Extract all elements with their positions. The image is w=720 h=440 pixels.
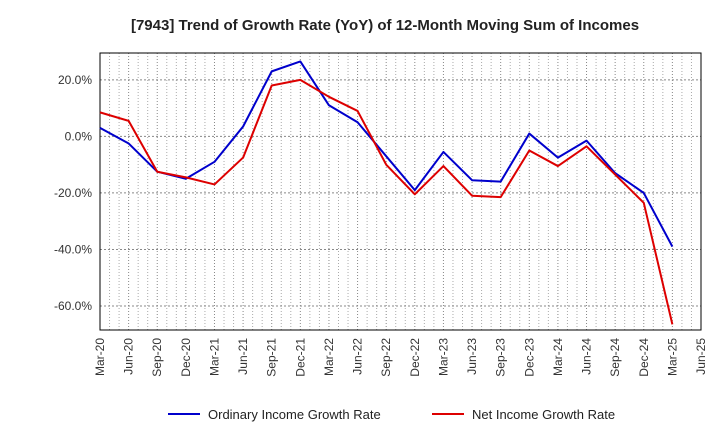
legend-label: Net Income Growth Rate bbox=[472, 407, 615, 422]
x-tick-label: Mar-24 bbox=[551, 338, 565, 376]
x-tick-label: Jun-20 bbox=[122, 338, 136, 375]
legend: Ordinary Income Growth Rate Net Income Gr… bbox=[168, 407, 615, 422]
x-tick-label: Dec-23 bbox=[522, 338, 536, 377]
x-tick-label: Jun-25 bbox=[694, 338, 708, 375]
x-tick-label: Jun-23 bbox=[465, 338, 479, 375]
x-tick-label: Sep-20 bbox=[150, 338, 164, 377]
y-tick-label: -60.0% bbox=[54, 299, 92, 313]
x-tick-label: Mar-25 bbox=[665, 338, 679, 376]
x-tick-label: Dec-22 bbox=[408, 338, 422, 377]
series-line-2 bbox=[99, 78, 674, 325]
legend-label: Ordinary Income Growth Rate bbox=[208, 407, 381, 422]
y-tick-label: 20.0% bbox=[58, 73, 92, 87]
series-line-1 bbox=[99, 60, 674, 248]
x-tick-label: Jun-21 bbox=[236, 338, 250, 375]
x-tick-label: Jun-24 bbox=[580, 338, 594, 375]
x-tick-label: Mar-22 bbox=[322, 338, 336, 376]
x-tick-label: Mar-20 bbox=[93, 338, 107, 376]
x-tick-label: Sep-23 bbox=[494, 338, 508, 377]
x-tick-label: Mar-21 bbox=[207, 338, 221, 376]
y-tick-label: 0.0% bbox=[65, 129, 93, 143]
y-axis: 20.0% 0.0% -20.0% -40.0% -60.0% bbox=[54, 73, 92, 313]
x-axis: Mar-20 Jun-20 Sep-20 Dec-20 Mar-21 Jun-21 Sep-… bbox=[93, 338, 708, 377]
chart-title: [7943] Trend of Growth Rate (YoY) of 12-… bbox=[131, 17, 639, 34]
plot-area bbox=[99, 52, 702, 331]
y-tick-label: -40.0% bbox=[54, 242, 92, 256]
x-tick-label: Sep-24 bbox=[608, 338, 622, 377]
x-tick-label: Dec-21 bbox=[293, 338, 307, 377]
x-tick-label: Mar-23 bbox=[436, 338, 450, 376]
series-lines bbox=[99, 60, 674, 325]
x-tick-label: Jun-22 bbox=[351, 338, 365, 375]
x-tick-label: Sep-22 bbox=[379, 338, 393, 377]
x-tick-label: Sep-21 bbox=[265, 338, 279, 377]
grid bbox=[100, 53, 701, 330]
x-tick-label: Dec-20 bbox=[179, 338, 193, 377]
x-tick-label: Dec-24 bbox=[637, 338, 651, 377]
y-tick-label: -20.0% bbox=[54, 186, 92, 200]
